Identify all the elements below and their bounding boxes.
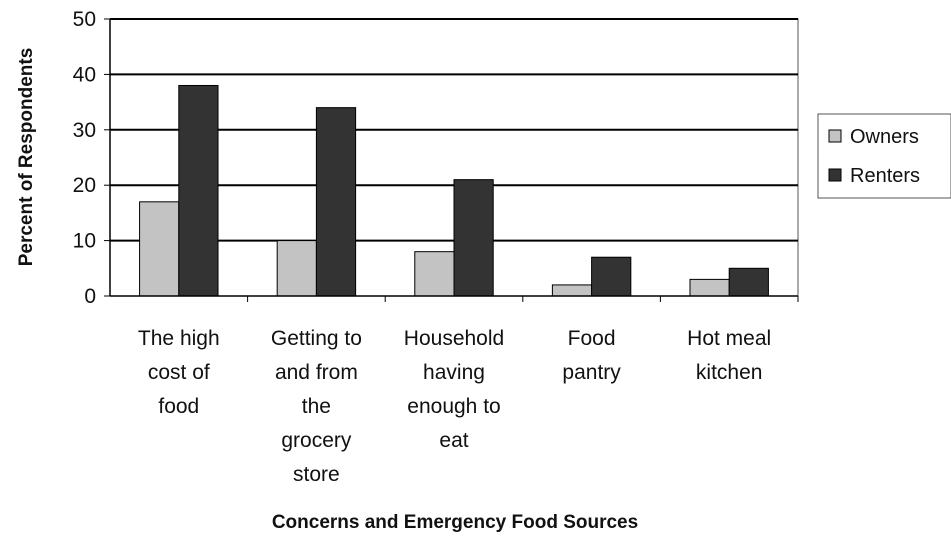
x-category-label: The high cost of food bbox=[138, 327, 220, 418]
bar-owners bbox=[139, 201, 180, 297]
y-tick-labels: 0 10 20 30 40 50 bbox=[73, 8, 96, 308]
legend-swatch-owners bbox=[828, 129, 842, 143]
bar-owners bbox=[551, 284, 593, 297]
legend-swatch-renters bbox=[828, 168, 842, 182]
x-category-label: Hot meal kitchen bbox=[687, 327, 771, 384]
y-axis-title: Percent of Respondents bbox=[16, 48, 37, 267]
x-category-label: Food pantry bbox=[562, 327, 621, 384]
bar-renters bbox=[591, 256, 632, 297]
bar-owners bbox=[689, 278, 730, 297]
x-category-label: Getting to and from the grocery store bbox=[271, 327, 362, 486]
bar-owners bbox=[276, 240, 317, 297]
y-tick-label: 0 bbox=[84, 285, 96, 308]
x-category-labels: The high cost of food Getting to and from the… bbox=[138, 327, 771, 486]
bars bbox=[139, 84, 769, 297]
y-tick-label: 20 bbox=[73, 174, 96, 197]
bar-renters bbox=[178, 84, 219, 297]
bar-renters bbox=[453, 179, 494, 297]
legend-label-owners: Owners bbox=[850, 126, 919, 148]
x-axis-title: Concerns and Emergency Food Sources bbox=[272, 512, 638, 533]
y-tick-label: 30 bbox=[73, 119, 96, 142]
bar-renters bbox=[315, 107, 357, 297]
bar-renters bbox=[728, 267, 769, 297]
x-category-label: Household having enough to eat bbox=[404, 327, 504, 452]
bar-owners bbox=[414, 251, 455, 297]
axes bbox=[104, 18, 799, 302]
y-tick-label: 10 bbox=[73, 230, 96, 253]
y-tick-label: 50 bbox=[73, 8, 96, 31]
legend-label-renters: Renters bbox=[850, 165, 920, 187]
legend-box bbox=[817, 113, 951, 199]
legend: Owners Renters bbox=[817, 113, 951, 199]
y-tick-label: 40 bbox=[73, 63, 96, 86]
